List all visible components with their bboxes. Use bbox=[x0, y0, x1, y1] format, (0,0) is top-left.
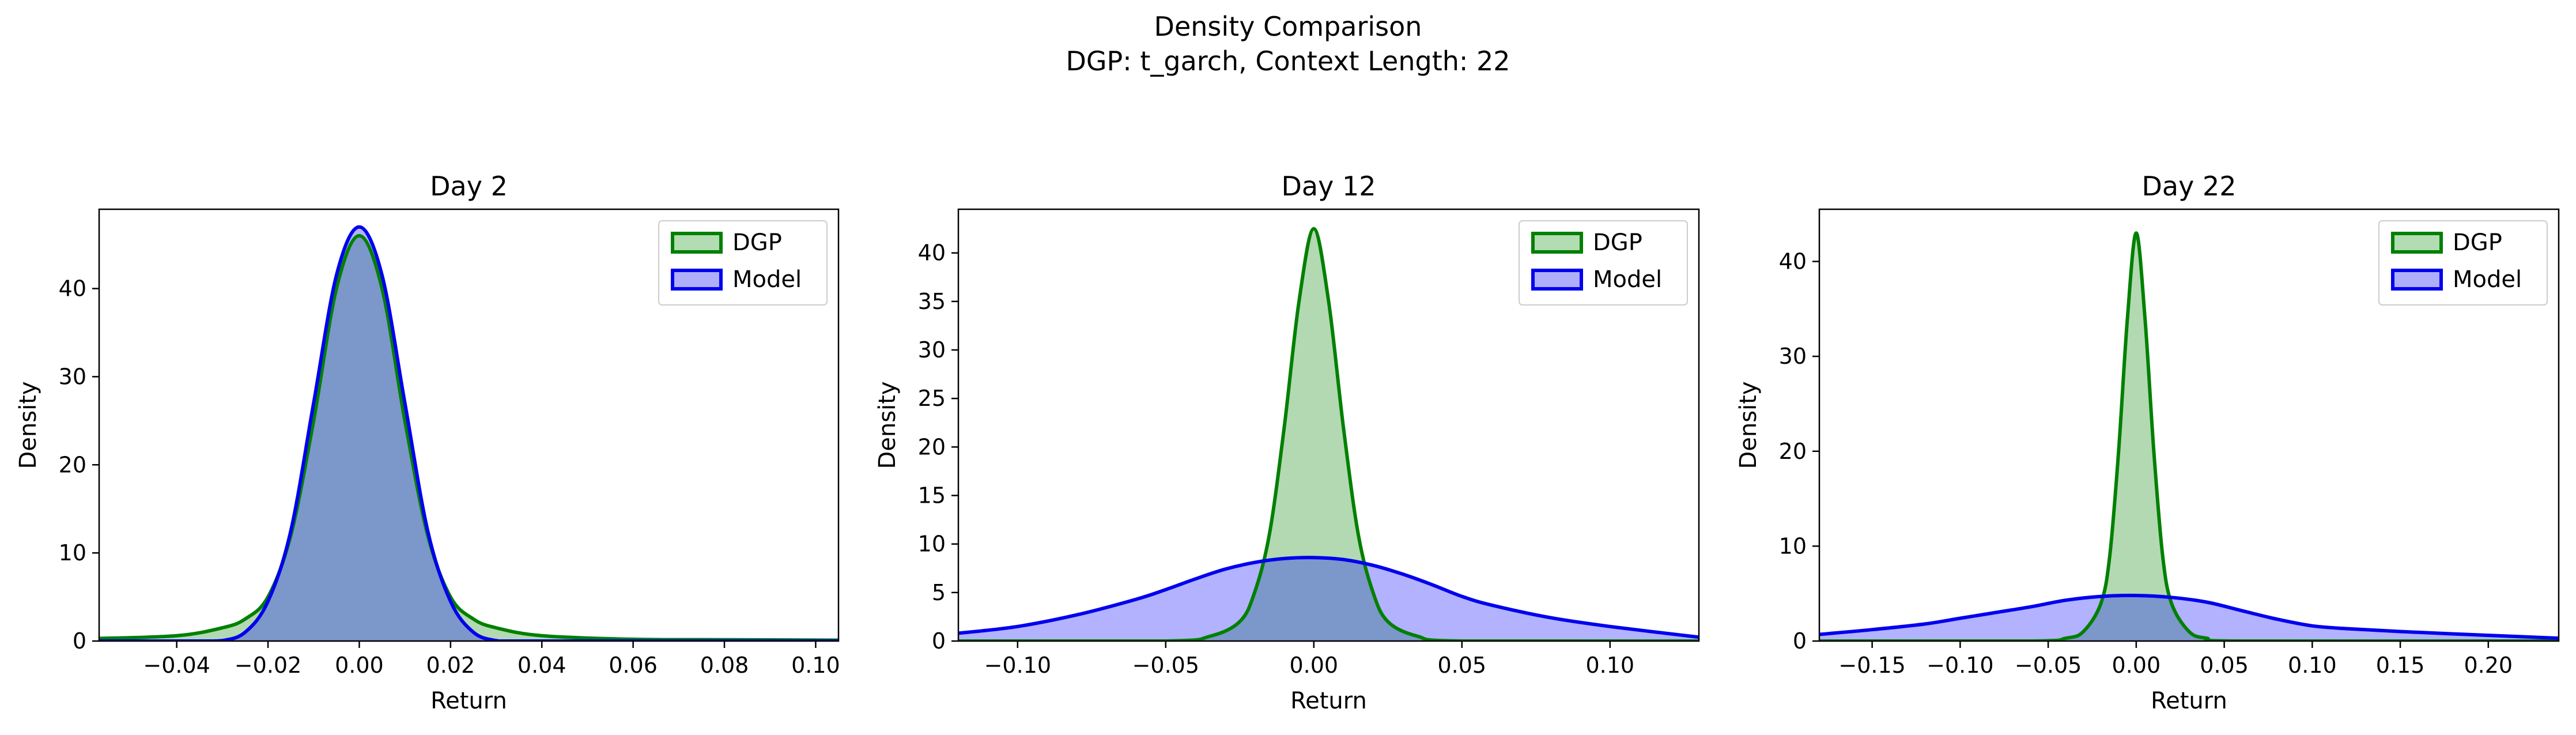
y-axis-label: Density bbox=[15, 381, 41, 469]
y-tick-label: 30 bbox=[918, 337, 946, 363]
legend-label-model: Model bbox=[1593, 266, 1662, 293]
x-tick-label: −0.05 bbox=[1132, 653, 1199, 678]
legend-label-dgp: DGP bbox=[732, 229, 782, 256]
legend-label-model: Model bbox=[732, 266, 802, 293]
x-tick-label: −0.04 bbox=[143, 653, 210, 678]
x-axis-label: Return bbox=[1290, 688, 1367, 714]
x-tick-label: 0.00 bbox=[335, 653, 384, 678]
subplot-panels: −0.04 −0.02 0.00 0.02 0.04 0.06 0.08 0.10 0 10 20 3… bbox=[15, 171, 2560, 714]
x-tick-label: 0.00 bbox=[1289, 653, 1338, 678]
plot-area bbox=[1819, 231, 2559, 641]
subplot-title: Day 12 bbox=[1282, 171, 1376, 202]
y-axis-label: Density bbox=[1735, 381, 1762, 469]
density-fill-model bbox=[1819, 595, 2559, 641]
subplot-2: −0.10 −0.05 0.00 0.05 0.10 0 5 10 15 20 25 30 35 40 Da… bbox=[874, 171, 1700, 714]
axes-frame bbox=[98, 208, 840, 642]
x-tick-label: −0.05 bbox=[2015, 653, 2082, 678]
x-axis-label: Return bbox=[2151, 688, 2227, 714]
x-tick-label: 0.06 bbox=[609, 653, 658, 678]
subplot-1: −0.04 −0.02 0.00 0.02 0.04 0.06 0.08 0.10 0 10 20 3… bbox=[15, 171, 840, 714]
density-line-model bbox=[958, 556, 1699, 639]
axes-frame bbox=[1818, 208, 2560, 642]
legend: DGP Model bbox=[2378, 220, 2548, 306]
y-tick-label: 10 bbox=[59, 540, 86, 566]
y-tick-label: 30 bbox=[59, 364, 86, 389]
density-line-model bbox=[1819, 593, 2559, 640]
x-axis-label: Return bbox=[430, 688, 507, 714]
x-tick-label: 0.15 bbox=[2376, 653, 2425, 678]
y-tick-label: 25 bbox=[918, 386, 946, 411]
legend-label-dgp: DGP bbox=[2453, 229, 2502, 256]
x-tick-label: 0.02 bbox=[426, 653, 475, 678]
y-tick-label: 0 bbox=[1793, 628, 1807, 654]
figure-title: Density Comparison bbox=[1154, 11, 1422, 42]
plot-area bbox=[958, 227, 1699, 641]
legend-swatch-dgp bbox=[671, 232, 723, 254]
x-tick-label: −0.10 bbox=[1927, 653, 1993, 678]
x-tick-label: 0.04 bbox=[518, 653, 566, 678]
legend-label-dgp: DGP bbox=[1593, 229, 1642, 256]
x-tick-label: 0.10 bbox=[1585, 653, 1634, 678]
y-tick-label: 20 bbox=[1779, 439, 1807, 464]
y-tick-label: 15 bbox=[918, 483, 946, 508]
y-tick-label: 30 bbox=[1779, 344, 1807, 369]
legend-swatch-model bbox=[2391, 269, 2443, 291]
legend-swatch-dgp bbox=[2391, 232, 2443, 254]
x-tick-label: 0.08 bbox=[700, 653, 749, 678]
density-line-dgp bbox=[1819, 231, 2559, 641]
x-tick-label: 0.10 bbox=[791, 653, 840, 678]
y-tick-label: 35 bbox=[918, 289, 946, 314]
subplot-3: −0.15 −0.10 −0.05 0.00 0.05 0.10 0.15 0.20 0 10 20… bbox=[1735, 171, 2560, 714]
x-tick-label: −0.10 bbox=[984, 653, 1051, 678]
subplot-title: Day 2 bbox=[430, 171, 508, 202]
y-tick-label: 10 bbox=[1779, 533, 1807, 559]
density-fill-dgp bbox=[958, 228, 1699, 641]
density-line-dgp bbox=[958, 227, 1699, 641]
density-line-dgp bbox=[99, 233, 838, 641]
y-tick-label: 40 bbox=[918, 240, 946, 266]
y-tick-label: 10 bbox=[918, 532, 946, 557]
subplot-title: Day 22 bbox=[2142, 171, 2237, 202]
axes-frame bbox=[957, 208, 1700, 642]
legend-swatch-model bbox=[671, 269, 723, 291]
x-tick-label: −0.02 bbox=[235, 653, 301, 678]
y-tick-label: 40 bbox=[1779, 249, 1807, 274]
x-tick-label: 0.20 bbox=[2464, 653, 2513, 678]
x-tick-label: 0.00 bbox=[2112, 653, 2161, 678]
x-tick-label: 0.05 bbox=[1437, 653, 1486, 678]
figure-subtitle: DGP: t_garch, Context Length: 22 bbox=[1066, 46, 1510, 77]
legend-swatch-model bbox=[1531, 269, 1583, 291]
density-fill-model bbox=[958, 557, 1699, 641]
y-tick-label: 40 bbox=[59, 276, 86, 301]
y-tick-label: 20 bbox=[59, 452, 86, 477]
legend: DGP Model bbox=[658, 220, 828, 306]
y-tick-label: 0 bbox=[932, 628, 946, 654]
x-tick-label: 0.05 bbox=[2200, 653, 2249, 678]
legend-swatch-dgp bbox=[1531, 232, 1583, 254]
legend-label-model: Model bbox=[2453, 266, 2522, 293]
y-axis-label: Density bbox=[874, 381, 901, 469]
y-tick-label: 5 bbox=[932, 580, 946, 605]
x-tick-label: −0.15 bbox=[1838, 653, 1905, 678]
legend: DGP Model bbox=[1519, 220, 1688, 306]
y-tick-label: 20 bbox=[918, 434, 946, 459]
y-tick-label: 0 bbox=[73, 628, 86, 654]
x-tick-label: 0.10 bbox=[2288, 653, 2337, 678]
